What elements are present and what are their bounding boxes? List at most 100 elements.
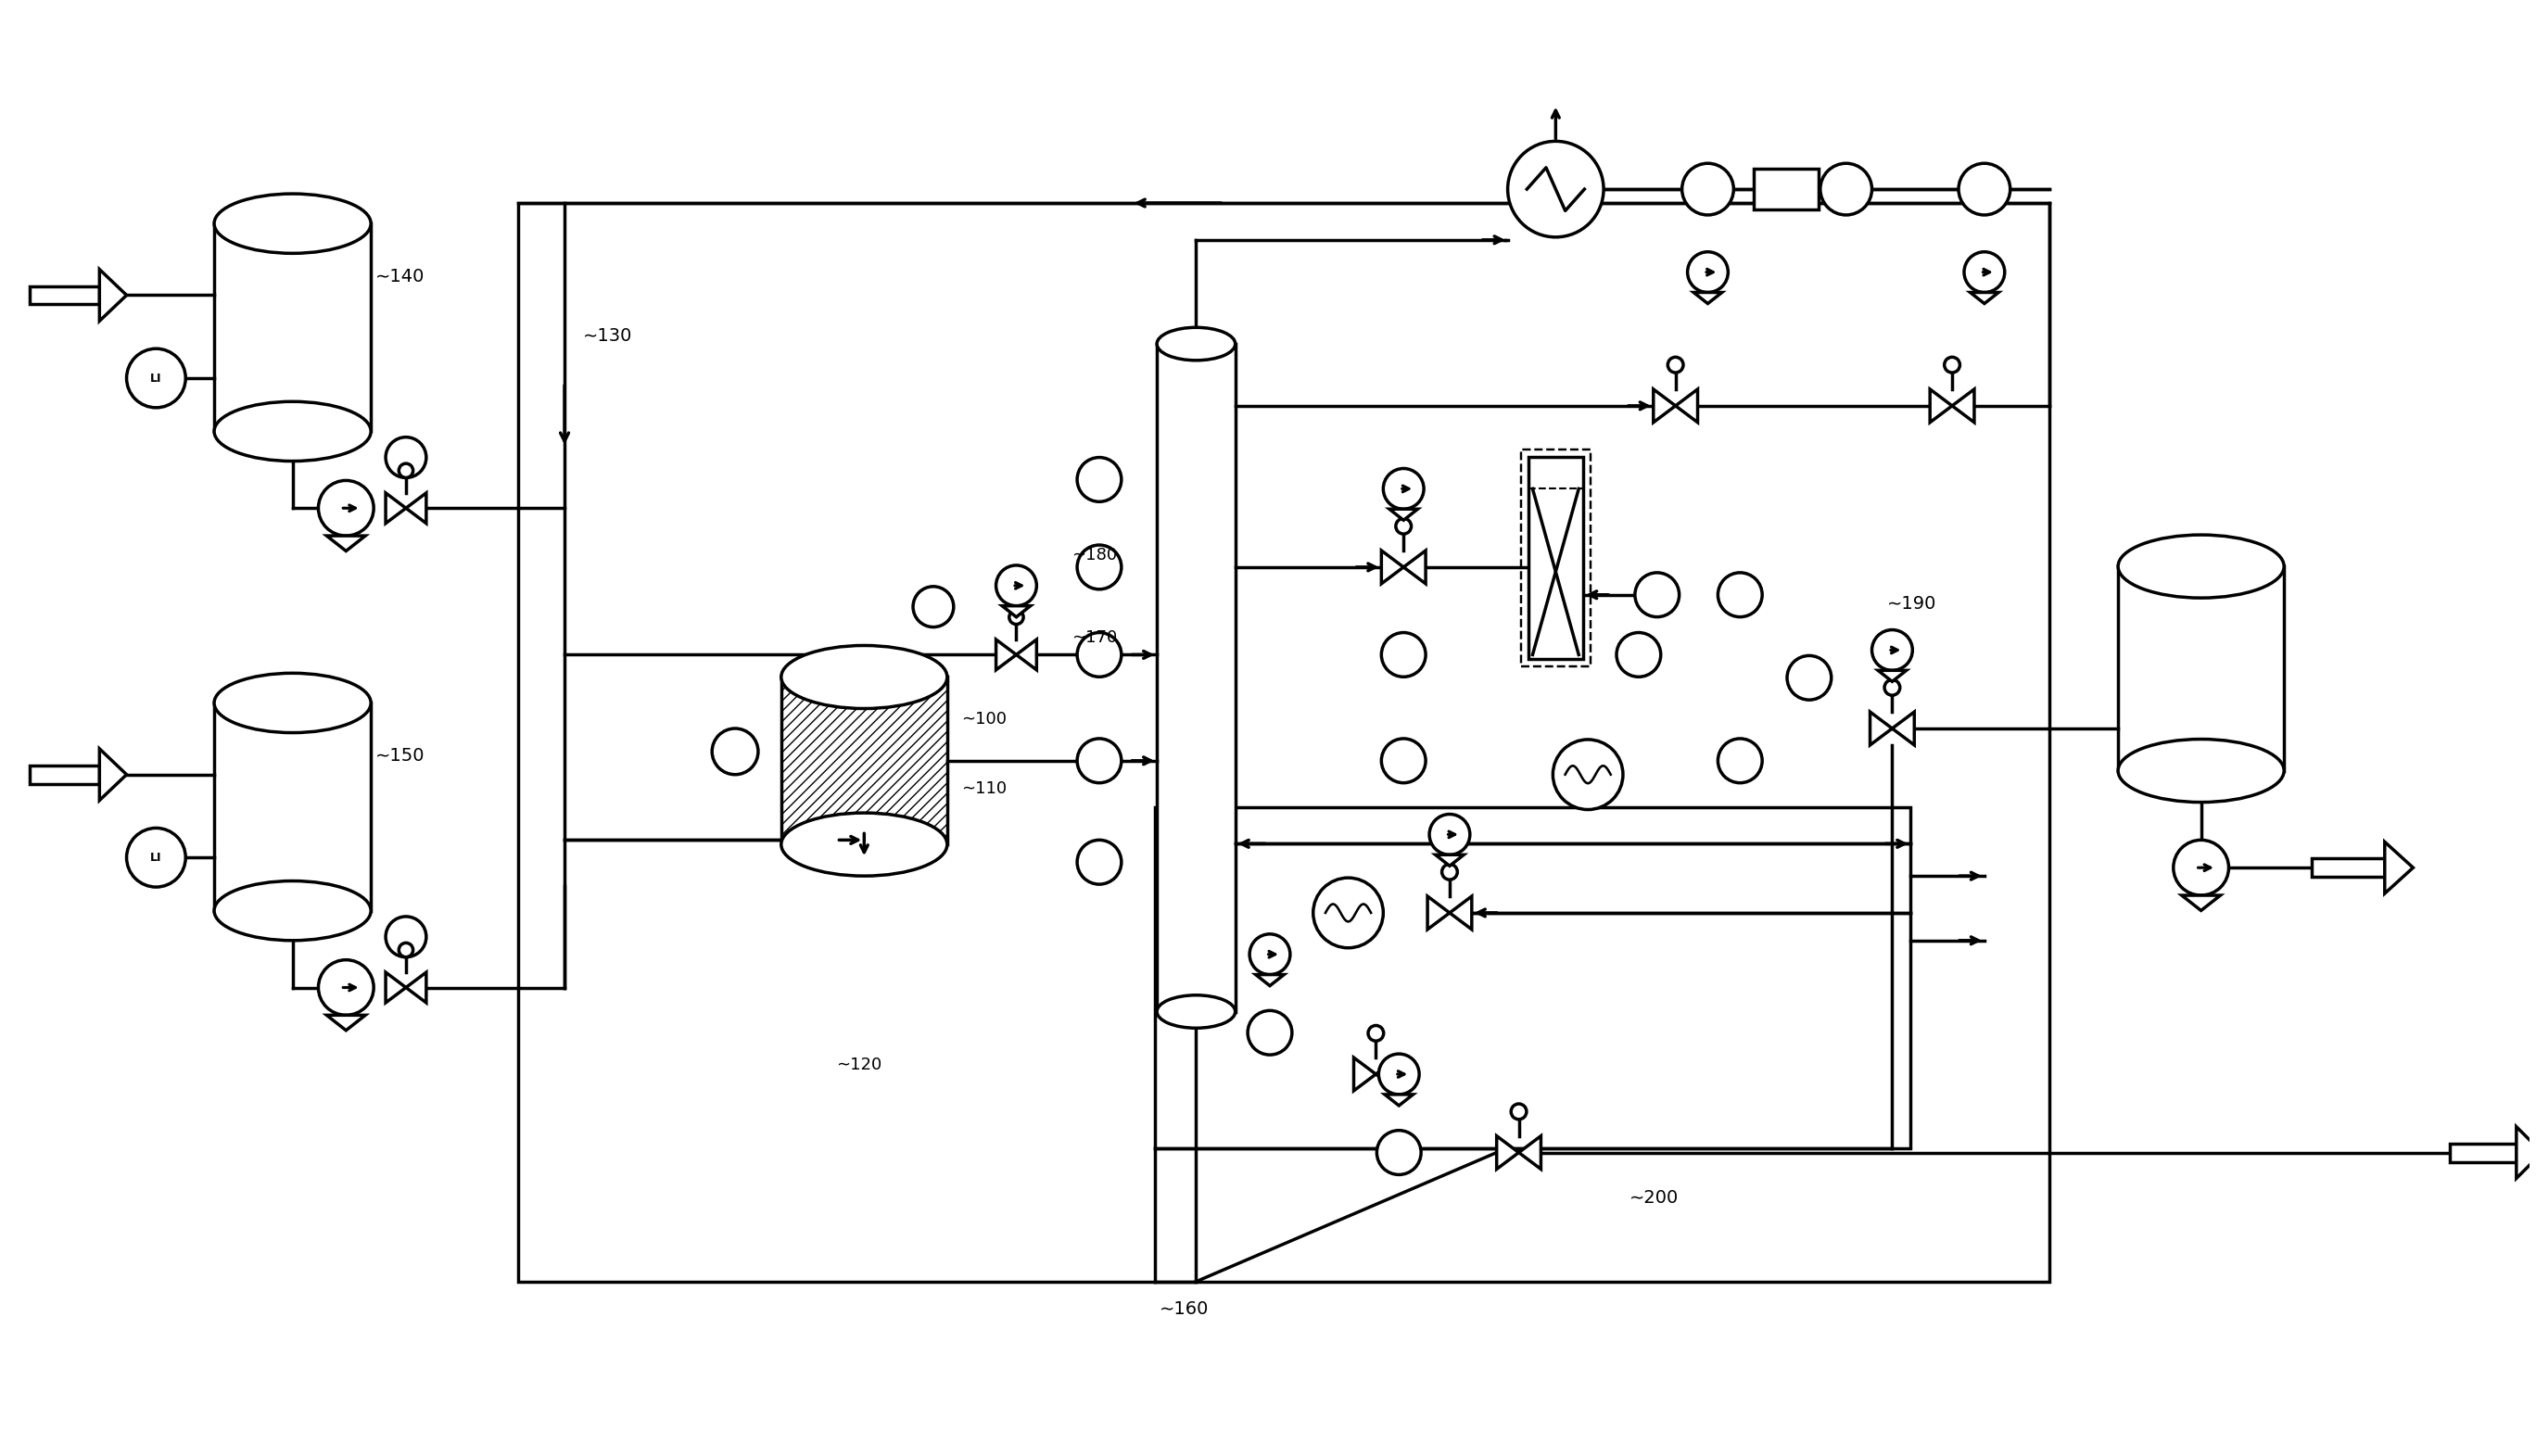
Circle shape [1430,814,1471,855]
Text: ∼150: ∼150 [375,747,426,764]
Bar [1522,448,1590,667]
Circle shape [997,565,1037,606]
Polygon shape [1377,1057,1397,1091]
Circle shape [1078,545,1121,590]
Circle shape [385,437,426,478]
Bar [2118,566,2285,770]
Bar [213,224,370,431]
Circle shape [1078,457,1121,502]
Polygon shape [1694,293,1722,303]
Circle shape [1078,738,1121,783]
Polygon shape [1892,712,1915,745]
Ellipse shape [213,402,370,462]
Circle shape [1250,935,1291,974]
Polygon shape [385,973,406,1003]
Polygon shape [1017,639,1037,670]
Circle shape [385,916,426,957]
Polygon shape [1879,670,1907,681]
Circle shape [1963,252,2003,293]
Circle shape [1314,878,1382,948]
Polygon shape [997,639,1017,670]
Circle shape [1717,738,1763,783]
Text: ∼160: ∼160 [1159,1300,1210,1318]
Circle shape [1078,632,1121,677]
Text: ∼140: ∼140 [375,268,426,285]
Bar [1156,344,1235,1012]
Polygon shape [1519,1136,1542,1169]
Text: ∼180: ∼180 [1073,547,1118,563]
Polygon shape [385,494,406,523]
Polygon shape [1382,550,1402,584]
Ellipse shape [2118,534,2285,598]
Circle shape [1788,655,1831,700]
Bar [1154,807,1910,1147]
Circle shape [1009,610,1025,625]
Bar [781,677,946,844]
Text: ∼190: ∼190 [1887,594,1938,613]
Polygon shape [406,494,426,523]
Polygon shape [406,973,426,1003]
Circle shape [398,463,413,478]
Polygon shape [99,748,127,801]
Bar [2313,859,2384,877]
Circle shape [1945,357,1960,373]
Polygon shape [1930,389,1953,422]
Circle shape [713,728,758,775]
Text: ∼110: ∼110 [961,780,1007,796]
Circle shape [1552,740,1623,810]
Circle shape [1669,357,1684,373]
Polygon shape [1354,1057,1377,1091]
Polygon shape [1953,389,1973,422]
Circle shape [320,480,373,536]
Text: ∼170: ∼170 [1073,630,1118,646]
Circle shape [913,587,954,628]
Bar [30,766,99,783]
Polygon shape [2181,895,2222,910]
Circle shape [1615,632,1661,677]
Ellipse shape [213,881,370,941]
Circle shape [1509,141,1603,237]
Ellipse shape [781,645,946,709]
Polygon shape [327,536,365,550]
Circle shape [2173,840,2229,895]
Circle shape [1443,865,1458,879]
Ellipse shape [213,673,370,732]
Circle shape [1078,840,1121,884]
Bar [517,202,2049,1281]
Circle shape [1382,469,1423,510]
Text: ∼120: ∼120 [837,1057,883,1073]
Circle shape [1377,1130,1420,1175]
Circle shape [1636,572,1679,617]
Ellipse shape [1156,994,1235,1028]
Polygon shape [1435,855,1463,866]
Circle shape [1681,163,1735,215]
Circle shape [1884,680,1899,696]
Circle shape [1686,252,1727,293]
Polygon shape [1676,389,1697,422]
Polygon shape [1451,897,1471,929]
Polygon shape [1390,510,1418,520]
Ellipse shape [781,812,946,877]
Polygon shape [1402,550,1425,584]
Polygon shape [327,1015,365,1031]
Polygon shape [2384,842,2414,894]
Circle shape [127,348,185,408]
Ellipse shape [2118,740,2285,802]
Polygon shape [1496,1136,1519,1169]
Text: LI: LI [150,852,162,863]
Text: ∼130: ∼130 [583,328,631,345]
Bar [1529,457,1582,660]
Circle shape [1511,1104,1527,1120]
Polygon shape [1002,606,1030,617]
Circle shape [398,943,413,957]
Ellipse shape [1156,328,1235,360]
Polygon shape [99,269,127,320]
Circle shape [1872,630,1912,670]
Circle shape [1248,1010,1291,1054]
Circle shape [1382,738,1425,783]
Circle shape [320,960,373,1015]
Circle shape [1380,1054,1420,1095]
Text: ∼100: ∼100 [961,711,1007,728]
Circle shape [1821,163,1872,215]
Circle shape [127,828,185,887]
